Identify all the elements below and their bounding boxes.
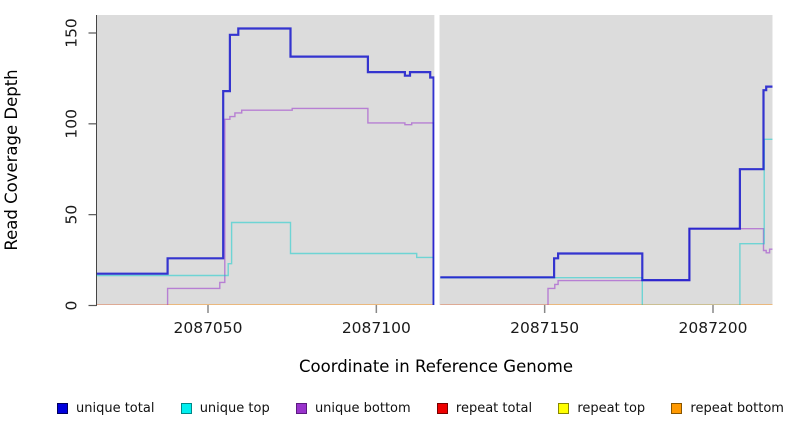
x-tick-label: 2087050 bbox=[173, 319, 242, 337]
x-axis-title: Coordinate in Reference Genome bbox=[299, 357, 573, 376]
series-line-unique-total bbox=[440, 85, 773, 282]
legend-label: unique total bbox=[76, 400, 155, 416]
legend-label: repeat bottom bbox=[690, 400, 784, 416]
series-line-unique-bottom bbox=[96, 107, 435, 305]
y-tick-label: 100 bbox=[63, 109, 81, 139]
y-tick-label: 150 bbox=[63, 18, 81, 48]
x-tick-label: 2087200 bbox=[678, 319, 747, 337]
legend-label: repeat top bbox=[577, 400, 646, 416]
series-line-unique-total bbox=[96, 27, 435, 305]
legend-swatch-icon bbox=[558, 402, 570, 414]
x-tick-label: 2087150 bbox=[510, 319, 579, 337]
legend-item-repeat-top: repeat top bbox=[558, 401, 645, 416]
y-axis-title: Read Coverage Depth bbox=[2, 69, 21, 250]
y-tick-label: 0 bbox=[63, 301, 81, 311]
legend: unique total unique top unique bottom repea… bbox=[0, 394, 792, 422]
no-data-gap bbox=[434, 15, 440, 305]
legend-label: unique bottom bbox=[314, 400, 411, 416]
legend-item-unique-total: unique total bbox=[57, 401, 154, 416]
x-tick-label: 2087100 bbox=[342, 319, 411, 337]
legend-item-unique-top: unique top bbox=[180, 400, 270, 416]
legend-swatch-icon bbox=[180, 402, 192, 414]
series-group bbox=[96, 27, 773, 305]
legend-item-unique-bottom: unique bottom bbox=[295, 400, 411, 416]
legend-swatch-icon bbox=[436, 402, 448, 414]
legend-label: unique top bbox=[199, 400, 270, 416]
coverage-plot: 0 50 100 150 2087050 2087100 2087150 2087200 Rea… bbox=[2, 15, 773, 376]
legend-swatch-icon bbox=[671, 402, 683, 414]
legend-item-repeat-total: repeat total bbox=[436, 400, 533, 416]
y-tick-label: 50 bbox=[63, 205, 81, 225]
legend-item-repeat-bottom: repeat bottom bbox=[671, 401, 784, 416]
legend-swatch-icon bbox=[57, 402, 68, 414]
series-line-unique-top bbox=[96, 221, 435, 305]
legend-swatch-icon bbox=[295, 402, 307, 414]
legend-label: repeat total bbox=[455, 400, 533, 416]
